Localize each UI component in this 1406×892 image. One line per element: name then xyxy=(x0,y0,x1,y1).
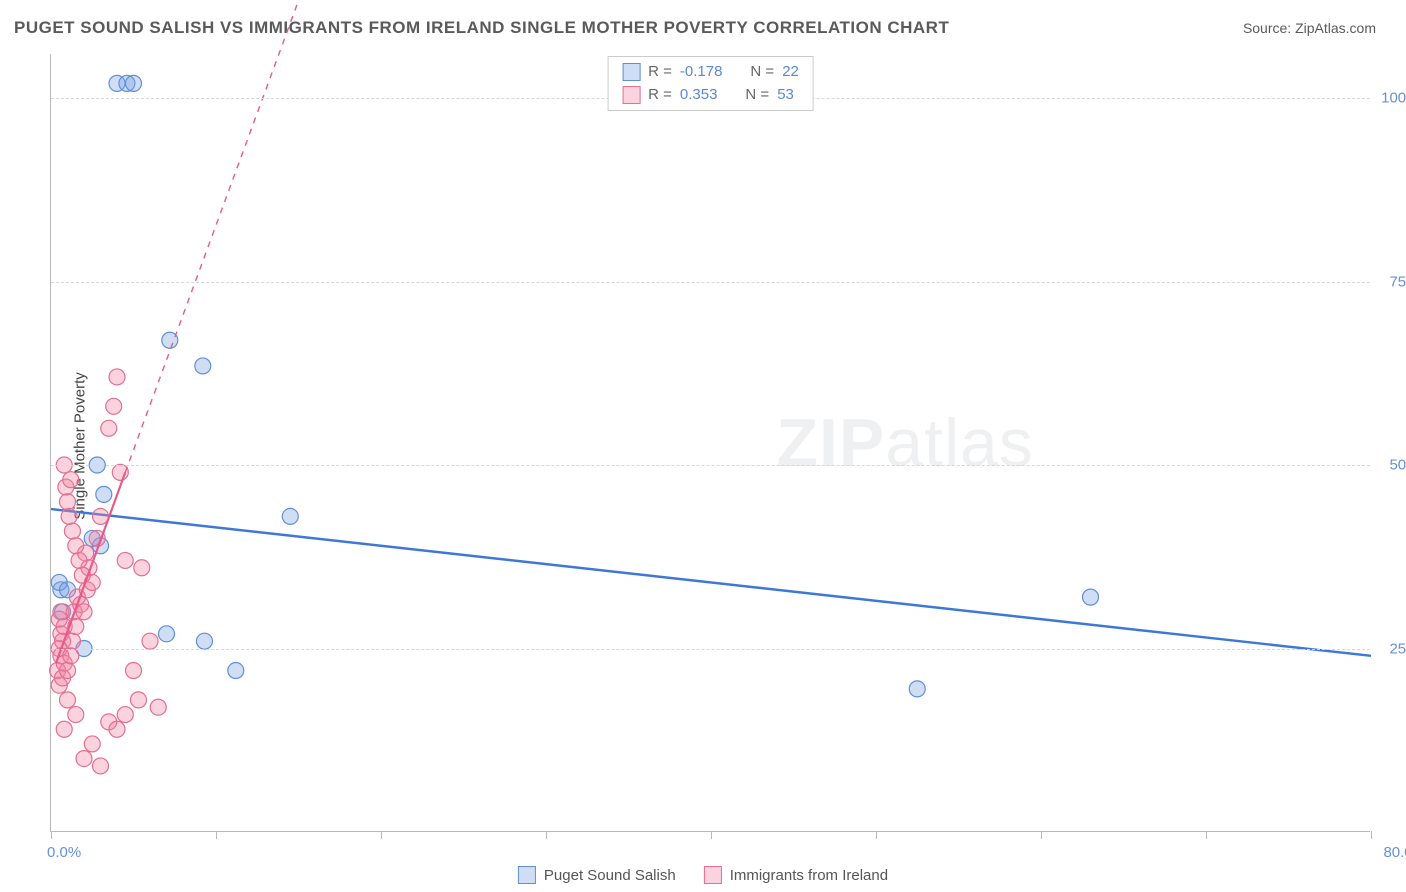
data-point xyxy=(195,358,211,374)
x-tick xyxy=(876,831,877,839)
data-point xyxy=(61,508,77,524)
gridline xyxy=(51,282,1370,283)
x-tick-label: 0.0% xyxy=(47,844,81,861)
data-point xyxy=(117,707,133,723)
legend-swatch xyxy=(518,866,536,884)
plot-area: ZIPatlas 25.0%50.0%75.0%100.0%0.0%80.0% … xyxy=(50,54,1370,832)
data-point xyxy=(63,472,79,488)
source-label: Source: ZipAtlas.com xyxy=(1243,20,1376,36)
legend-item: Immigrants from Ireland xyxy=(704,866,888,884)
bottom-legend: Puget Sound Salish Immigrants from Irelan… xyxy=(518,866,888,884)
data-point xyxy=(63,648,79,664)
r-label: R = xyxy=(648,61,672,84)
data-point xyxy=(96,486,112,502)
n-value: 53 xyxy=(777,84,794,107)
data-point xyxy=(60,663,76,679)
data-point xyxy=(101,420,117,436)
x-tick xyxy=(1041,831,1042,839)
x-tick xyxy=(1206,831,1207,839)
data-point xyxy=(196,633,212,649)
data-point xyxy=(68,707,84,723)
data-point xyxy=(1083,589,1099,605)
data-point xyxy=(228,663,244,679)
data-point xyxy=(76,751,92,767)
chart-title: PUGET SOUND SALISH VS IMMIGRANTS FROM IR… xyxy=(14,18,949,38)
data-point xyxy=(109,369,125,385)
x-tick-label: 80.0% xyxy=(1383,844,1406,861)
data-point xyxy=(60,494,76,510)
data-point xyxy=(282,508,298,524)
x-tick xyxy=(216,831,217,839)
x-tick xyxy=(1371,831,1372,839)
x-tick xyxy=(711,831,712,839)
data-point xyxy=(150,699,166,715)
data-point xyxy=(84,736,100,752)
data-point xyxy=(71,552,87,568)
n-label: N = xyxy=(750,61,774,84)
data-point xyxy=(76,604,92,620)
y-tick-label: 75.0% xyxy=(1389,273,1406,290)
data-point xyxy=(134,560,150,576)
stats-box: R =-0.178N =22R =0.353N =53 xyxy=(607,56,814,111)
data-point xyxy=(64,523,80,539)
trend-line-dashed xyxy=(125,0,397,472)
data-point xyxy=(142,633,158,649)
r-value: 0.353 xyxy=(680,84,718,107)
gridline xyxy=(51,465,1370,466)
legend-swatch xyxy=(622,86,640,104)
legend-label: Immigrants from Ireland xyxy=(730,867,888,884)
data-point xyxy=(159,626,175,642)
gridline xyxy=(51,649,1370,650)
data-point xyxy=(106,398,122,414)
data-point xyxy=(130,692,146,708)
r-value: -0.178 xyxy=(680,61,723,84)
data-point xyxy=(126,75,142,91)
y-tick-label: 25.0% xyxy=(1389,640,1406,657)
r-label: R = xyxy=(648,84,672,107)
legend-swatch xyxy=(704,866,722,884)
stats-row: R = -0.178 N = 22 xyxy=(622,61,799,84)
data-point xyxy=(909,681,925,697)
data-point xyxy=(68,538,84,554)
trend-line xyxy=(51,509,1371,656)
data-point xyxy=(109,721,125,737)
data-point xyxy=(117,552,133,568)
legend-item: Puget Sound Salish xyxy=(518,866,676,884)
data-point xyxy=(60,692,76,708)
x-tick xyxy=(381,831,382,839)
y-tick-label: 50.0% xyxy=(1389,457,1406,474)
data-point xyxy=(56,721,72,737)
data-point xyxy=(126,663,142,679)
x-tick xyxy=(546,831,547,839)
scatter-svg xyxy=(51,54,1371,832)
x-tick xyxy=(51,831,52,839)
legend-label: Puget Sound Salish xyxy=(544,867,676,884)
stats-row: R = 0.353 N = 53 xyxy=(622,84,799,107)
n-value: 22 xyxy=(782,61,799,84)
legend-swatch xyxy=(622,63,640,81)
data-point xyxy=(93,758,109,774)
y-tick-label: 100.0% xyxy=(1381,90,1406,107)
n-label: N = xyxy=(745,84,769,107)
